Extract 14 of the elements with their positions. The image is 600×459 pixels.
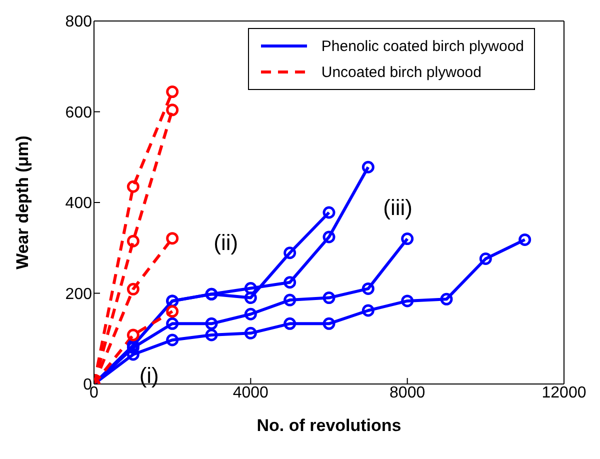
annotation: (ii) bbox=[214, 230, 238, 256]
y-axis-title: Wear depth (μm) bbox=[13, 136, 32, 270]
y-tick-label: 200 bbox=[65, 286, 92, 303]
x-tick-label: 8000 bbox=[390, 384, 426, 402]
y-tick-label: 800 bbox=[65, 14, 92, 31]
x-tick-label: 4000 bbox=[232, 384, 269, 402]
annotation: (i) bbox=[139, 362, 159, 389]
annotation: (iii) bbox=[383, 195, 412, 222]
x-axis-title: No. of revolutions bbox=[256, 416, 402, 435]
y-tick-label: 600 bbox=[65, 104, 92, 122]
legend-label: Phenolic coated birch plywood bbox=[321, 38, 524, 54]
legend-label: Uncoated birch plywood bbox=[321, 64, 482, 80]
x-tick-label: 12000 bbox=[542, 384, 586, 402]
y-tick-label: 400 bbox=[65, 195, 92, 212]
